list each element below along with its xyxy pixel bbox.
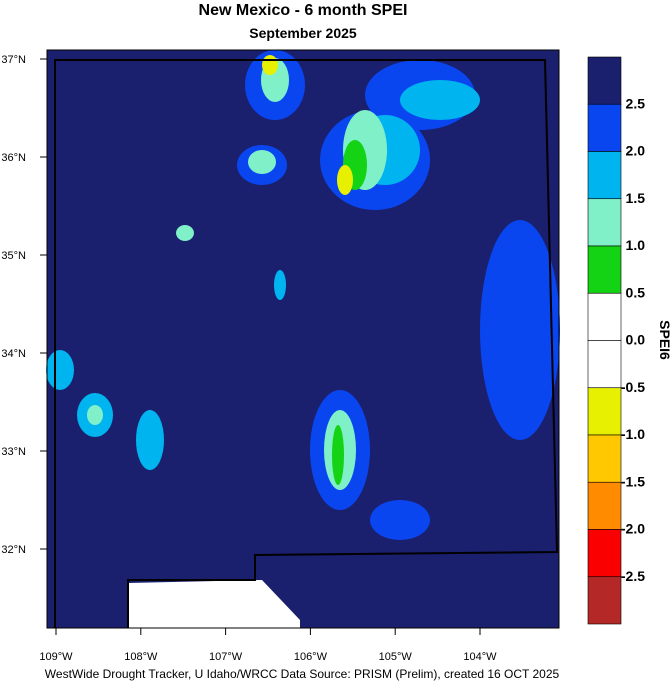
map — [46, 49, 560, 629]
lon-label: 107°W — [209, 651, 243, 663]
anomaly-regions — [46, 50, 560, 540]
colorbar-label: 1.0 — [626, 237, 646, 253]
colorbar: 2.5 2.0 1.5 1.0 0.5 0.0 -0.5 -1.0 -1.5 -2.0 -2.5 — [587, 56, 646, 625]
subtitle: September 2025 — [249, 25, 357, 41]
colorbar-label: -0.5 — [621, 379, 645, 395]
state-border — [54, 59, 559, 628]
colorbar-label: 0.5 — [626, 284, 646, 300]
colorbar-label: 0.0 — [626, 332, 646, 348]
colorbar-box — [587, 292, 622, 341]
map-frame — [46, 49, 560, 629]
colorbar-box — [587, 481, 622, 530]
colorbar-label: 2.5 — [626, 95, 646, 111]
lat-label: 33°N — [1, 446, 26, 458]
colorbar-box — [587, 387, 622, 436]
colorbar-box — [587, 529, 622, 578]
lon-label: 105°W — [379, 651, 413, 663]
lat-label: 36°N — [1, 152, 26, 164]
lon-label: 106°W — [294, 651, 328, 663]
colorbar-box — [587, 434, 622, 483]
colorbar-box — [587, 56, 622, 105]
colorbar-label: -2.0 — [621, 521, 645, 537]
title: New Mexico - 6 month SPEI — [199, 2, 408, 19]
lat-label: 32°N — [1, 544, 26, 556]
colorbar-box — [587, 198, 622, 247]
colorbar-label: -1.5 — [621, 473, 645, 489]
colorbar-box — [587, 151, 622, 200]
colorbar-box — [587, 340, 622, 389]
lat-label: 35°N — [1, 250, 26, 262]
colorbar-label: 2.0 — [626, 143, 646, 159]
lat-label: 37°N — [1, 54, 26, 66]
colorbar-label: 1.5 — [626, 190, 646, 206]
mexico-mask — [128, 580, 300, 628]
colorbar-box — [587, 576, 622, 625]
lon-label: 109°W — [39, 651, 73, 663]
colorbar-box — [587, 103, 622, 152]
footer: WestWide Drought Tracker, U Idaho/WRCC D… — [45, 667, 560, 681]
colorbar-label: -2.5 — [621, 568, 645, 584]
colorbar-label: -1.0 — [621, 426, 645, 442]
map-background — [47, 50, 559, 628]
colorbar-box — [587, 245, 622, 294]
lon-label: 104°W — [463, 651, 497, 663]
lat-label: 34°N — [1, 348, 26, 360]
lon-label: 108°W — [124, 651, 158, 663]
colorbar-title: SPEI6 — [657, 320, 671, 360]
